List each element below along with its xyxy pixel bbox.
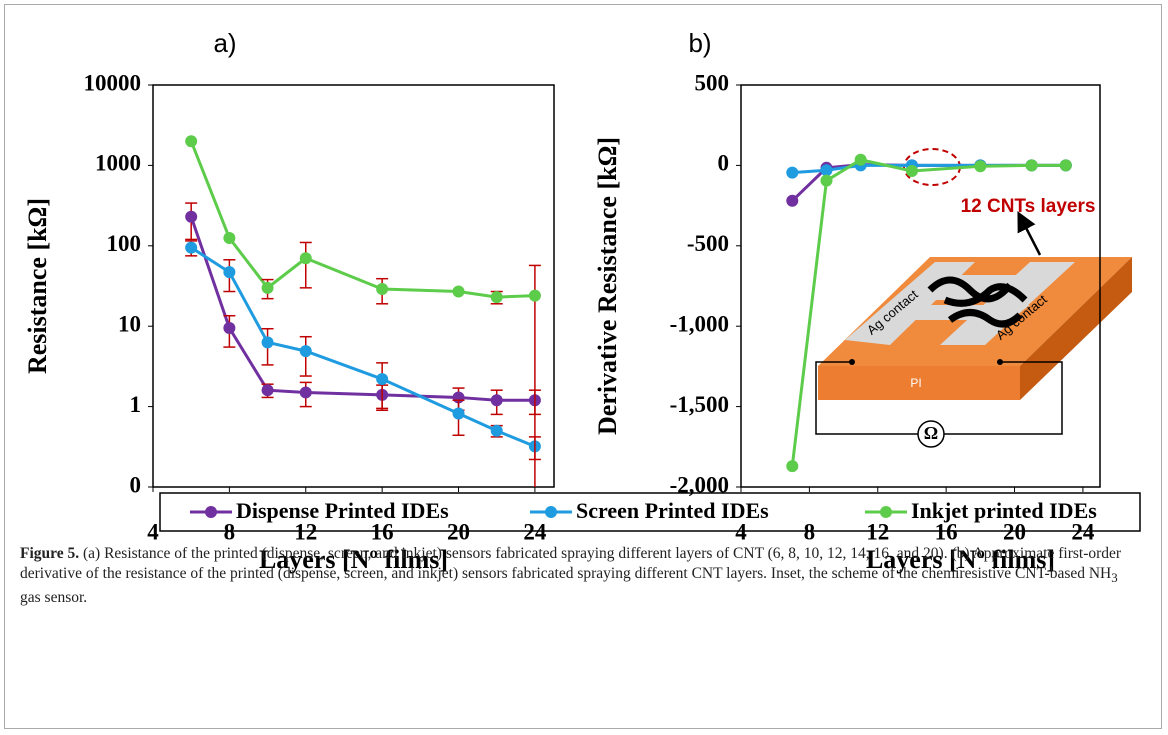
x-axis-title: Layers [Nº films] <box>866 545 1055 574</box>
figure-frame <box>4 4 1162 729</box>
panel-label: a) <box>213 28 236 58</box>
y-tick-label: -1,000 <box>670 311 729 336</box>
legend-label: Screen Printed IDEs <box>576 498 769 523</box>
point <box>820 164 833 177</box>
point <box>528 289 541 302</box>
x-tick-label: 20 <box>447 519 470 544</box>
caption-text: (a) Resistance of the printed (dispense,… <box>20 545 1122 582</box>
caption-subscript: 3 <box>1111 570 1118 586</box>
point <box>820 174 833 187</box>
legend-label: Inkjet printed IDEs <box>911 498 1097 523</box>
series-line <box>190 246 536 448</box>
x-tick-label: 4 <box>147 519 159 544</box>
inset-label: PI <box>910 376 921 390</box>
plot-area <box>740 84 1101 488</box>
y-tick-label: 1 <box>130 392 142 417</box>
x-tick-label: 8 <box>804 519 816 544</box>
y-tick-label: 10000 <box>84 70 142 95</box>
point <box>376 283 389 296</box>
x-tick-label: 12 <box>294 519 317 544</box>
y-tick-label: 500 <box>695 70 730 95</box>
point <box>261 336 274 349</box>
legend-marker <box>545 506 557 518</box>
point <box>376 373 389 386</box>
x-tick-label: 20 <box>1003 519 1026 544</box>
series-line <box>189 216 535 402</box>
x-tick-label: 12 <box>866 519 889 544</box>
point <box>490 291 503 304</box>
series-line <box>189 140 535 299</box>
point <box>452 407 465 420</box>
x-tick-label: 8 <box>224 519 236 544</box>
point <box>1025 159 1038 172</box>
svg-text:Ω: Ω <box>924 423 938 443</box>
caption-label: Figure 5. <box>20 545 80 562</box>
point <box>261 281 274 294</box>
point <box>223 232 236 245</box>
point <box>185 210 198 223</box>
point <box>223 321 236 334</box>
x-tick-label: 4 <box>735 519 747 544</box>
point <box>490 394 503 407</box>
y-tick-label: 0 <box>718 151 730 176</box>
x-tick-label: 24 <box>523 519 547 544</box>
y-tick-label: 100 <box>107 231 142 256</box>
caption-text: gas sensor. <box>20 589 88 607</box>
inset-scheme: Ω <box>815 148 1132 448</box>
caption: Figure 5. (a) Resistance of the printed … <box>20 544 1140 608</box>
point <box>854 153 867 166</box>
point <box>299 345 312 358</box>
legend-label: Dispense Printed IDEs <box>236 498 449 523</box>
point <box>299 386 312 399</box>
error-bar <box>376 362 389 412</box>
y-axis-title: Derivative Resistance [kΩ] <box>593 137 622 435</box>
x-tick-label: 16 <box>935 519 958 544</box>
point <box>185 241 198 254</box>
legend-marker <box>205 506 217 518</box>
y-tick-label: 1000 <box>95 151 141 176</box>
point <box>905 165 918 178</box>
y-tick-label: -500 <box>687 231 729 256</box>
point <box>786 166 799 179</box>
legend-box <box>159 492 1141 532</box>
point <box>261 384 274 397</box>
y-tick-label: 0 <box>130 472 142 497</box>
x-tick-label: 16 <box>371 519 394 544</box>
point <box>974 160 987 173</box>
point <box>786 460 799 473</box>
legend-marker <box>880 506 892 518</box>
point <box>299 252 312 265</box>
y-axis-title: Resistance [kΩ] <box>23 198 52 374</box>
point <box>185 135 198 148</box>
panel-label: b) <box>688 28 711 58</box>
y-tick-label: -1,500 <box>670 392 729 417</box>
y-tick-label: -2,000 <box>670 472 729 497</box>
x-axis-title: Layers [Nº films] <box>259 545 448 574</box>
point <box>490 424 503 437</box>
annotation: 12 CNTs layers <box>961 196 1096 217</box>
error-bar <box>299 241 312 289</box>
x-tick-label: 24 <box>1071 519 1095 544</box>
plot-area <box>152 84 555 488</box>
point <box>452 285 465 298</box>
point <box>223 266 236 279</box>
point <box>1059 159 1072 172</box>
error-bar <box>528 264 541 487</box>
point <box>786 194 799 207</box>
y-tick-label: 10 <box>118 311 141 336</box>
